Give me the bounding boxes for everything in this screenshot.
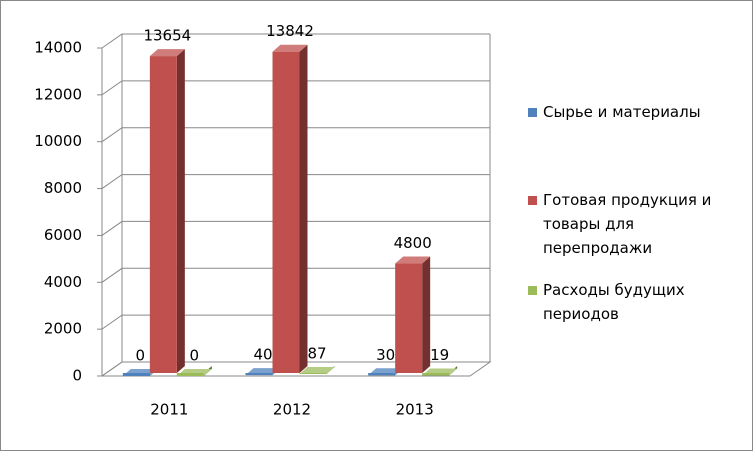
grid-line	[101, 127, 490, 143]
bar	[395, 256, 431, 373]
bar-front	[395, 263, 423, 373]
x-tick-label: 2013	[396, 401, 434, 419]
legend-swatch	[528, 196, 537, 205]
y-tick-label: 6000	[44, 226, 82, 244]
bar-front	[245, 373, 273, 376]
data-label: 0	[190, 347, 200, 365]
data-label: 4800	[394, 234, 432, 252]
grid-line	[101, 267, 490, 283]
bar-front	[422, 373, 450, 376]
grid-line	[101, 220, 490, 236]
bar-front	[176, 373, 204, 376]
data-label: 40	[253, 346, 272, 364]
data-label: 0	[136, 347, 146, 365]
y-tick-label: 10000	[34, 132, 82, 150]
bar-front	[299, 373, 327, 374]
bar-side	[299, 44, 308, 373]
legend-item: Сырье и материалы	[528, 100, 743, 124]
y-tick-label: 8000	[44, 179, 82, 197]
grid-line	[101, 361, 490, 377]
bar	[422, 366, 458, 376]
grid-line	[101, 174, 490, 189]
bar-side	[422, 256, 431, 373]
x-tick-label: 2011	[150, 401, 188, 419]
grid-line	[101, 314, 490, 330]
bar-front	[272, 51, 300, 373]
bar	[272, 44, 308, 373]
bar-top	[299, 366, 335, 374]
legend-label: Готовая продукция и товары для перепрода…	[543, 191, 712, 257]
legend-item: Расходы будущих периодов	[528, 278, 743, 326]
y-tick-label: 14000	[34, 39, 82, 57]
bar	[149, 49, 185, 373]
grid-line	[101, 80, 490, 96]
bar-side	[176, 49, 185, 373]
data-label: 30	[376, 346, 395, 364]
bar-front	[122, 373, 150, 376]
bar-front	[149, 56, 177, 373]
legend-swatch	[528, 286, 537, 295]
data-label: 13842	[266, 22, 314, 40]
y-tick-label: 0	[72, 367, 82, 385]
grid-line	[101, 33, 490, 49]
legend-label: Сырье и материалы	[543, 103, 701, 121]
bar-front	[368, 373, 396, 376]
legend-label: Расходы будущих периодов	[543, 281, 685, 323]
y-tick-label: 4000	[44, 273, 82, 291]
data-label: 13654	[143, 27, 191, 45]
y-tick-label: 12000	[34, 85, 82, 103]
bar	[176, 366, 212, 376]
bar-top	[149, 49, 185, 57]
data-label: 87	[307, 344, 326, 362]
data-label: 19	[430, 346, 449, 364]
bar-top	[272, 44, 308, 52]
legend-swatch	[528, 108, 537, 117]
bar	[299, 366, 335, 374]
x-tick-label: 2012	[273, 401, 311, 419]
legend-item: Готовая продукция и товары для перепрода…	[528, 188, 743, 260]
y-tick-label: 2000	[44, 320, 82, 338]
bar-top	[395, 256, 431, 264]
